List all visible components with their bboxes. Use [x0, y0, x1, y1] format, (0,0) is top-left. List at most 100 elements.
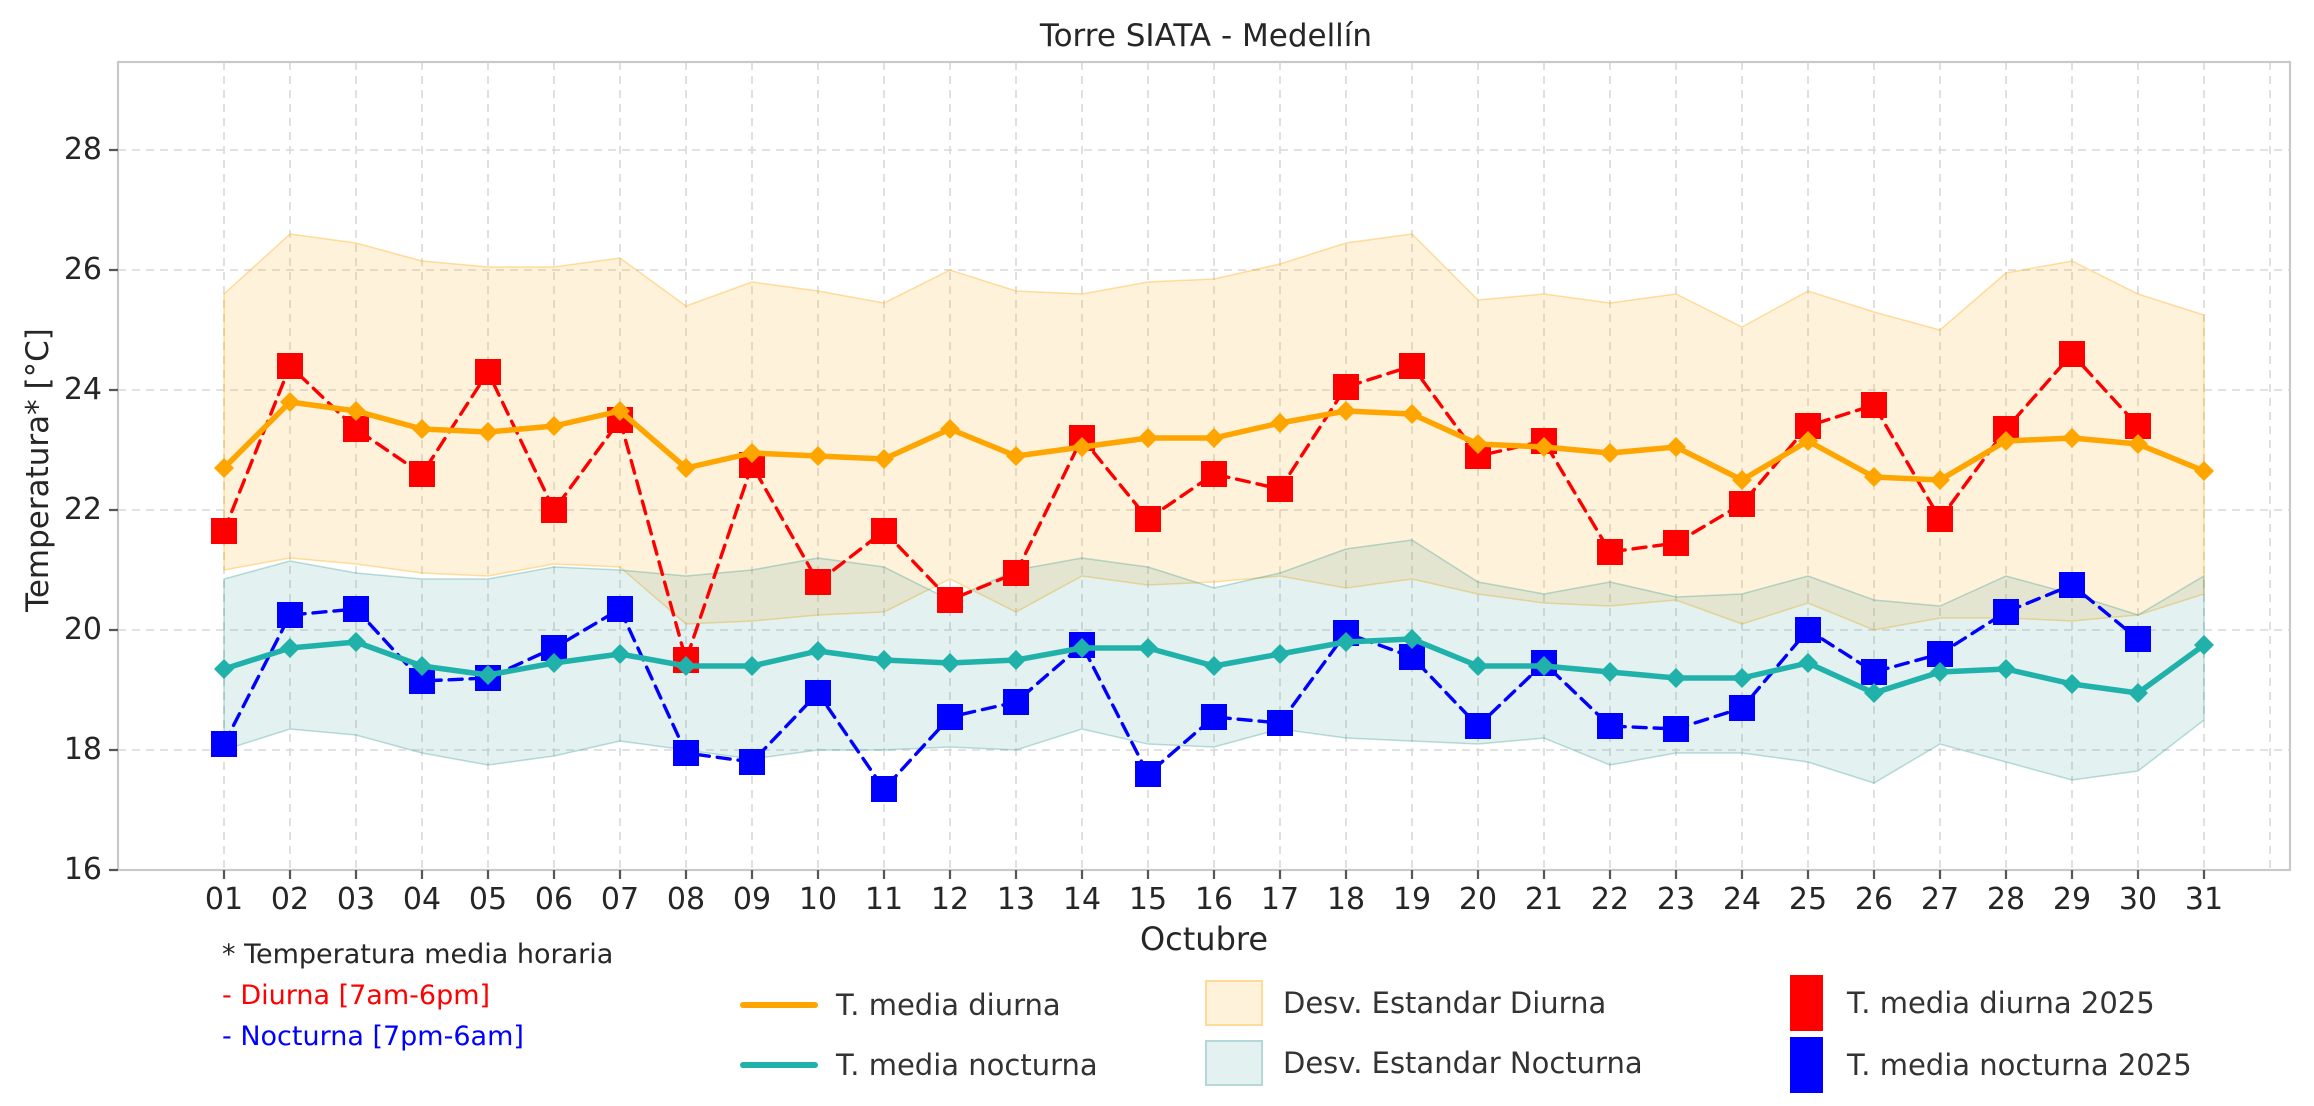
legend-item-nocturna-2025: T. media nocturna 2025 — [1790, 1037, 2192, 1093]
serie-media-diurna-marker — [1732, 470, 1752, 490]
serie-nocturna-2025-marker — [1465, 713, 1491, 739]
x-tick-label: 10 — [798, 882, 838, 917]
serie-media-nocturna-marker — [1732, 668, 1752, 688]
x-tick-label: 19 — [1392, 882, 1432, 917]
serie-media-diurna-marker — [1996, 431, 2016, 451]
serie-media-diurna-marker — [2062, 428, 2082, 448]
x-tick-label: 31 — [2184, 882, 2224, 917]
serie-media-nocturna-marker — [940, 653, 960, 673]
legend-label: T. media nocturna 2025 — [1847, 1048, 2192, 1082]
serie-nocturna-2025-marker — [1663, 716, 1689, 742]
serie-media-diurna-marker — [742, 443, 762, 463]
serie-nocturna-2025-marker — [1597, 713, 1623, 739]
x-tick-label: 01 — [204, 882, 244, 917]
serie-media-diurna-marker — [2128, 434, 2148, 454]
serie-media-nocturna-marker — [1402, 629, 1422, 649]
serie-media-diurna-marker — [1534, 437, 1554, 457]
serie-nocturna-2025-marker — [1003, 689, 1029, 715]
serie-media-diurna-marker — [346, 401, 366, 421]
legend-item-media-diurna: T. media diurna — [740, 988, 1061, 1022]
serie-media-diurna-marker — [544, 416, 564, 436]
serie-media-diurna-marker — [1600, 443, 1620, 463]
serie-diurna-2025-marker — [1267, 476, 1293, 502]
x-tick-label: 03 — [336, 882, 376, 917]
serie-diurna-2025-marker — [2059, 341, 2085, 367]
legend-label: Desv. Estandar Diurna — [1283, 986, 1607, 1020]
nocturna-2025-swatch — [1790, 1037, 1823, 1093]
serie-diurna-2025-marker — [1399, 353, 1425, 379]
serie-media-nocturna-marker — [1534, 656, 1554, 676]
x-tick-label: 12 — [930, 882, 970, 917]
x-tick-label: 22 — [1590, 882, 1630, 917]
chart-title: Torre SIATA - Medellín — [1039, 18, 1373, 54]
serie-media-nocturna-marker — [478, 665, 498, 685]
x-tick-label: 13 — [996, 882, 1036, 917]
y-tick-label: 24 — [63, 372, 102, 407]
x-tick-label: 30 — [2118, 882, 2158, 917]
serie-diurna-2025-marker — [937, 587, 963, 613]
x-tick-label: 08 — [666, 882, 706, 917]
serie-nocturna-2025-marker — [2125, 626, 2151, 652]
tick-marks — [109, 148, 2206, 879]
serie-media-nocturna-marker — [1138, 638, 1158, 658]
serie-media-diurna-marker — [1864, 467, 1884, 487]
x-tick-label: 05 — [468, 882, 508, 917]
x-tick-label: 28 — [1986, 882, 2026, 917]
serie-nocturna-2025-marker — [277, 602, 303, 628]
serie-media-diurna-marker — [808, 446, 828, 466]
x-tick-label: 18 — [1326, 882, 1366, 917]
footnote-line-nocturna: - Nocturna [7pm-6am] — [222, 1021, 524, 1052]
serie-nocturna-2025-marker — [1267, 710, 1293, 736]
serie-media-diurna-marker — [1666, 437, 1686, 457]
serie-nocturna-2025-marker — [607, 596, 633, 622]
x-tick-label: 15 — [1128, 882, 1168, 917]
x-tick-label: 21 — [1524, 882, 1564, 917]
serie-nocturna-2025-marker — [1861, 659, 1887, 685]
plot-border — [116, 60, 2292, 872]
serie-media-nocturna-marker — [808, 641, 828, 661]
serie-media-nocturna-marker — [1996, 659, 2016, 679]
x-tick-label: 27 — [1920, 882, 1960, 917]
serie-media-diurna-marker — [676, 458, 696, 478]
serie-nocturna-2025-marker — [2059, 572, 2085, 598]
serie-media-nocturna-marker — [1006, 650, 1026, 670]
y-tick-label: 22 — [63, 492, 102, 527]
legend-label: T. media nocturna — [836, 1048, 1098, 1082]
serie-nocturna-2025-marker — [673, 740, 699, 766]
x-tick-label: 02 — [270, 882, 310, 917]
serie-media-nocturna-marker — [610, 644, 630, 664]
serie-media-diurna-marker — [1138, 428, 1158, 448]
serie-diurna-2025-marker — [1597, 539, 1623, 565]
serie-diurna-2025-marker — [541, 497, 567, 523]
serie-media-nocturna-marker — [2194, 635, 2214, 655]
x-tick-label: 23 — [1656, 882, 1696, 917]
serie-media-diurna-marker — [940, 419, 960, 439]
serie-diurna-2025-marker — [805, 569, 831, 595]
serie-nocturna-2025-marker — [1201, 704, 1227, 730]
y-tick-label: 26 — [63, 252, 102, 287]
serie-media-diurna-marker — [1798, 431, 1818, 451]
serie-media-diurna-marker — [214, 458, 234, 478]
serie-diurna-2025-marker — [1861, 392, 1887, 418]
x-tick-label: 07 — [600, 882, 640, 917]
y-tick-label: 16 — [63, 852, 102, 887]
serie-media-nocturna-marker — [676, 656, 696, 676]
x-tick-label: 25 — [1788, 882, 1828, 917]
serie-diurna-2025-marker — [277, 353, 303, 379]
serie-media-nocturna-marker — [1930, 662, 1950, 682]
footnote: * Temperatura media horaria - Diurna [7a… — [222, 934, 613, 1057]
y-tick-label: 28 — [63, 132, 102, 167]
serie-nocturna-2025-marker — [1795, 617, 1821, 643]
x-axis-label: Octubre — [1139, 920, 1269, 958]
serie-media-nocturna-marker — [1204, 656, 1224, 676]
x-tick-label: 16 — [1194, 882, 1234, 917]
diurna-2025-swatch — [1790, 975, 1823, 1031]
serie-media-diurna-marker — [1336, 401, 1356, 421]
serie-media-nocturna-marker — [1072, 638, 1092, 658]
serie-media-nocturna-marker — [874, 650, 894, 670]
serie-media-diurna-marker — [1006, 446, 1026, 466]
x-tick-label: 17 — [1260, 882, 1300, 917]
serie-media-nocturna-marker — [1864, 683, 1884, 703]
serie-media-diurna-marker — [1270, 413, 1290, 433]
